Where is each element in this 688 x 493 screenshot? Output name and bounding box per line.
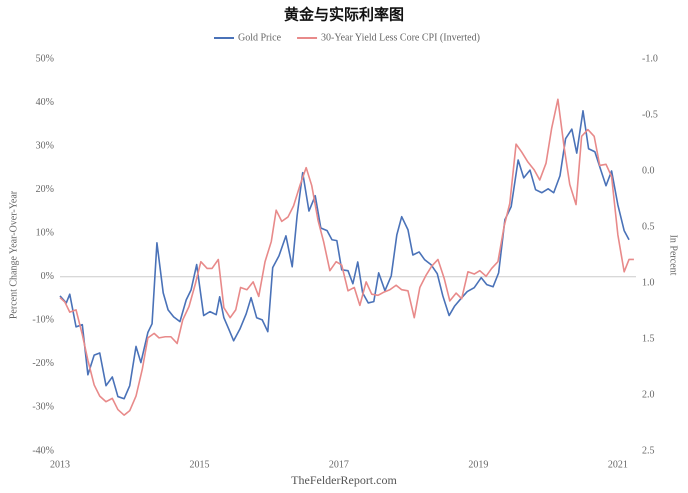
x-tick-label: 2019 (468, 459, 488, 470)
y-tick-label: 30% (36, 140, 54, 151)
x-tick-label: 2017 (329, 459, 349, 470)
source: TheFelderReport.com (291, 473, 397, 487)
y-tick-label: 20% (36, 184, 54, 195)
x-tick-label: 2015 (189, 459, 209, 470)
chart-title: 黄金与实际利率图 (284, 6, 404, 24)
y-tick-label: 50% (36, 53, 54, 64)
y-axis-label: Percent Change Year-Over-Year (8, 190, 19, 319)
y-tick-label: -30% (32, 402, 54, 413)
y2-tick-label: 2.0 (642, 389, 655, 400)
y2-tick-label: 0.5 (642, 221, 655, 232)
y2-axis-label: In Percent (668, 235, 679, 276)
x-tick-label: 2013 (50, 459, 70, 470)
y2-tick-label: 0.0 (642, 165, 655, 176)
y-tick-label: 10% (36, 228, 54, 239)
y-tick-label: 0% (41, 271, 54, 282)
y2-tick-label: 2.5 (642, 445, 655, 456)
x-tick-label: 2021 (608, 459, 628, 470)
y-tick-label: 40% (36, 97, 54, 108)
y2-tick-label: -1.0 (642, 53, 658, 64)
y2-tick-label: 1.5 (642, 333, 655, 344)
series-line (59, 98, 634, 416)
y-tick-label: -10% (32, 315, 54, 326)
legend-label: Gold Price (238, 32, 282, 43)
y-tick-label: -40% (32, 445, 54, 456)
y-tick-label: -20% (32, 358, 54, 369)
legend-label: 30-Year Yield Less Core CPI (Inverted) (321, 32, 480, 43)
y2-tick-label: 1.0 (642, 277, 655, 288)
series-line (59, 110, 630, 400)
y2-tick-label: -0.5 (642, 109, 658, 120)
